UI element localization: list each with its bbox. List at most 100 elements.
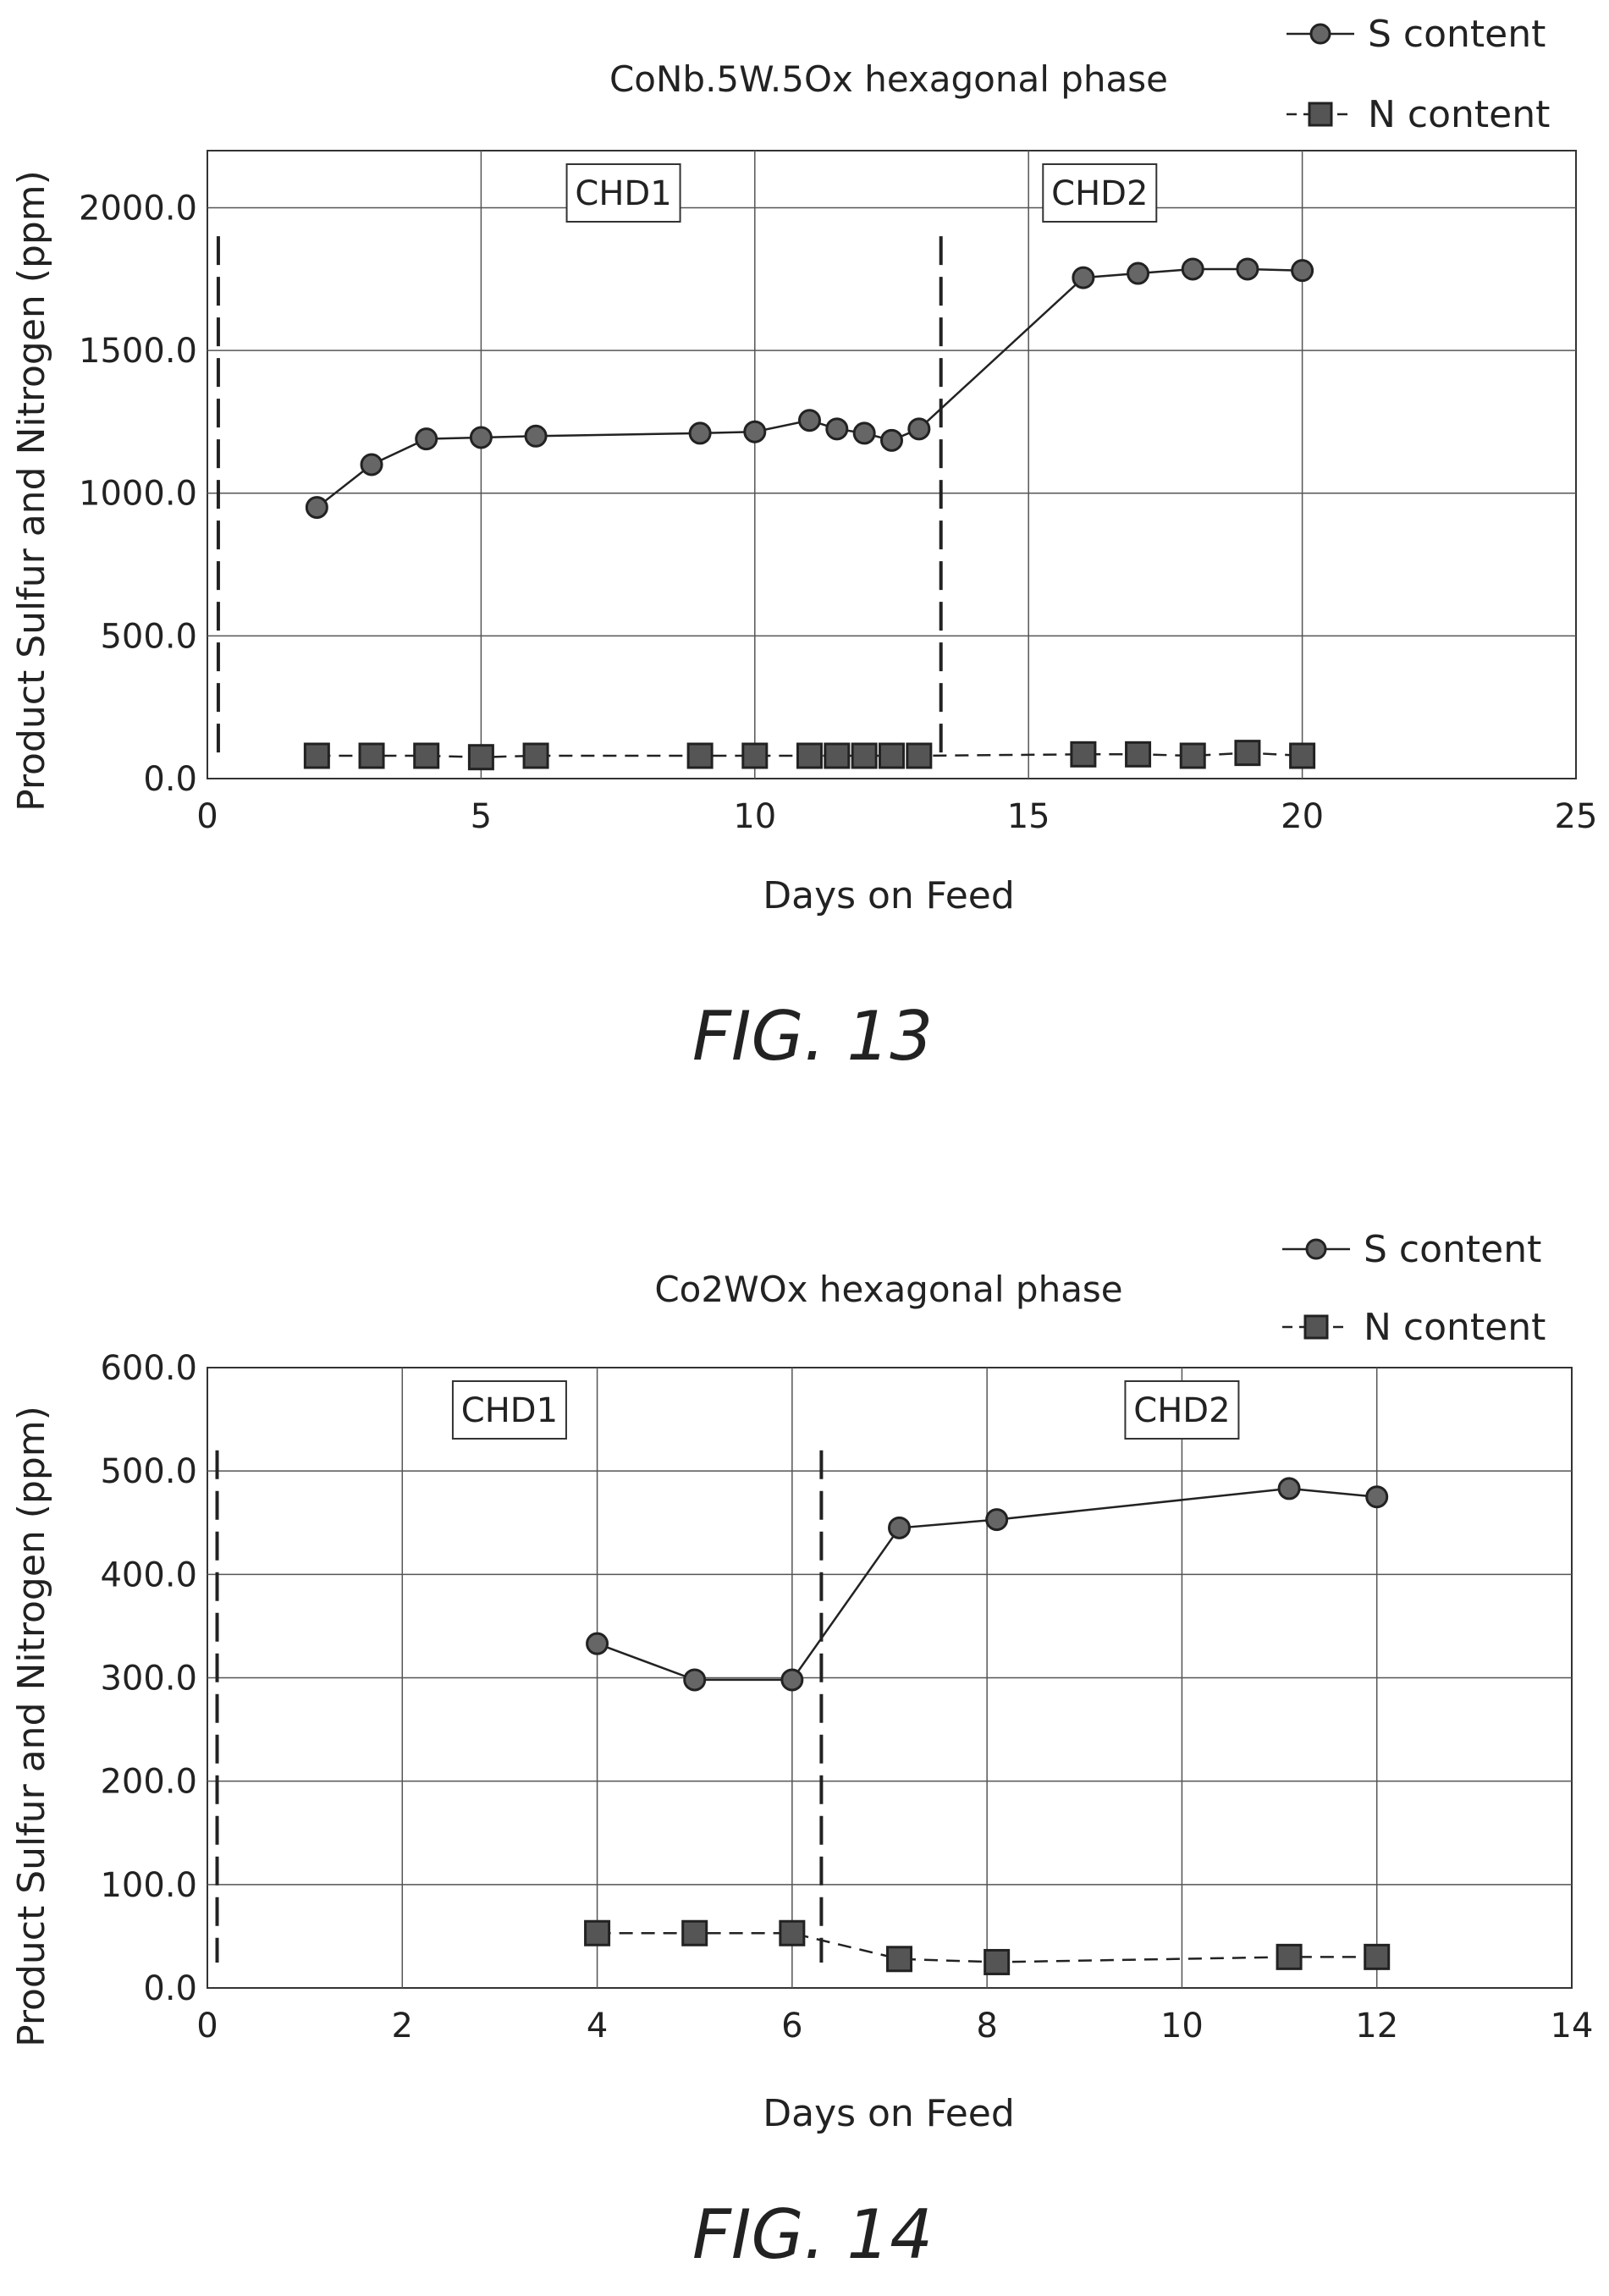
x-tick-label: 20 bbox=[1281, 797, 1324, 836]
figure-13: CoNb.5W.5Ox hexagonal phase 0 5 10 15 20 25 0.… bbox=[0, 0, 1609, 1100]
legend-marker-circle bbox=[1309, 23, 1331, 45]
n-content-point bbox=[1289, 742, 1316, 769]
legend-marker-square bbox=[1308, 102, 1333, 127]
legend-label: N content bbox=[1364, 1306, 1546, 1349]
legend-label: N content bbox=[1368, 93, 1550, 136]
n-content-point bbox=[1179, 742, 1206, 769]
figure-14: Co2WOx hexagonal phase 0 2 4 6 8 10 12 14 0.0 100… bbox=[0, 1202, 1609, 2293]
s-content-point bbox=[415, 427, 438, 451]
n-content-point bbox=[741, 742, 769, 769]
s-content-point bbox=[825, 417, 849, 441]
s-content-point bbox=[852, 421, 876, 445]
s-content-point bbox=[1365, 1485, 1389, 1509]
legend-label: S content bbox=[1368, 13, 1546, 56]
n-content-point bbox=[879, 742, 905, 769]
x-axis-label: Days on Feed bbox=[763, 2092, 1015, 2135]
x-tick-label: 10 bbox=[1160, 2007, 1204, 2045]
s-content-point bbox=[1127, 262, 1150, 285]
y-tick-label: 200.0 bbox=[100, 1763, 197, 1802]
region-label-box bbox=[565, 163, 681, 223]
n-content-point bbox=[824, 742, 851, 769]
n-content-point bbox=[906, 742, 933, 769]
n-content-point bbox=[1364, 1943, 1391, 1970]
s-content-point bbox=[360, 453, 383, 476]
s-content-point bbox=[1181, 257, 1204, 281]
chart-13: CoNb.5W.5Ox hexagonal phase 0 5 10 15 20 25 0.… bbox=[10, 13, 1598, 1076]
x-tick-label: 10 bbox=[733, 797, 776, 836]
n-content-point bbox=[1070, 741, 1097, 768]
x-tick-label: 0 bbox=[196, 2007, 218, 2045]
x-tick-label: 5 bbox=[471, 797, 492, 836]
y-tick-label: 600.0 bbox=[100, 1349, 197, 1388]
n-content-point bbox=[303, 742, 330, 769]
y-tick-label: 0.0 bbox=[143, 1969, 197, 2008]
x-tick-label: 2 bbox=[392, 2007, 413, 2045]
legend-label: S content bbox=[1364, 1228, 1541, 1271]
region-label-chd2: CHD2 bbox=[1133, 1391, 1230, 1430]
n-content-point bbox=[584, 1919, 611, 1946]
x-tick-label: 4 bbox=[587, 2007, 608, 2045]
x-tick-label: 6 bbox=[781, 2007, 802, 2045]
s-content-point bbox=[469, 426, 493, 449]
x-tick-label: 12 bbox=[1355, 2007, 1398, 2045]
n-content-point bbox=[796, 742, 823, 769]
s-content-point bbox=[797, 409, 821, 432]
s-content-point bbox=[1072, 266, 1095, 289]
series-line-s-content bbox=[316, 267, 1303, 509]
region-label-chd2: CHD2 bbox=[1051, 174, 1148, 213]
y-tick-label: 500.0 bbox=[100, 617, 197, 656]
n-content-point bbox=[522, 742, 549, 769]
s-content-point bbox=[888, 1516, 912, 1539]
s-content-point bbox=[985, 1508, 1009, 1532]
y-axis-label: Product Sulfur and Nitrogen (ppm) bbox=[10, 170, 53, 812]
n-content-point bbox=[886, 1946, 913, 1973]
x-tick-label: 25 bbox=[1555, 797, 1598, 836]
y-tick-label: 100.0 bbox=[100, 1866, 197, 1905]
x-tick-label: 8 bbox=[976, 2007, 997, 2045]
x-tick-label: 15 bbox=[1007, 797, 1050, 836]
s-content-point bbox=[1291, 259, 1314, 283]
n-content-point bbox=[1276, 1943, 1303, 1970]
chart-title: Co2WOx hexagonal phase bbox=[654, 1269, 1122, 1310]
chart-14: Co2WOx hexagonal phase 0 2 4 6 8 10 12 14 0.0 100… bbox=[10, 1228, 1593, 2274]
y-tick-label: 0.0 bbox=[143, 760, 197, 799]
figure-caption: FIG. 13 bbox=[692, 997, 933, 1076]
y-axis-label: Product Sulfur and Nitrogen (ppm) bbox=[10, 1406, 53, 2047]
y-tick-label: 500.0 bbox=[100, 1452, 197, 1491]
s-content-point bbox=[1236, 257, 1259, 281]
n-content-point bbox=[1125, 741, 1152, 768]
s-content-point bbox=[524, 424, 548, 448]
n-content-point bbox=[467, 744, 494, 771]
region-label-box bbox=[1124, 1380, 1240, 1440]
s-content-point bbox=[743, 420, 767, 443]
n-content-point bbox=[413, 742, 440, 769]
y-tick-label: 2000.0 bbox=[79, 189, 197, 228]
n-content-point bbox=[686, 742, 714, 769]
legend-marker-circle bbox=[1305, 1238, 1327, 1260]
s-content-point bbox=[586, 1632, 609, 1655]
n-content-point bbox=[984, 1948, 1011, 1975]
x-axis-label: Days on Feed bbox=[763, 874, 1015, 917]
n-content-point bbox=[851, 742, 878, 769]
y-tick-label: 1000.0 bbox=[79, 475, 197, 514]
s-content-point bbox=[683, 1668, 707, 1692]
figure-caption: FIG. 14 bbox=[692, 2195, 933, 2274]
plot-frame bbox=[207, 150, 1577, 779]
y-tick-label: 400.0 bbox=[100, 1555, 197, 1594]
y-tick-label: 1500.0 bbox=[79, 332, 197, 371]
n-content-point bbox=[358, 742, 385, 769]
region-label-box bbox=[451, 1380, 567, 1440]
chart-title: CoNb.5W.5Ox hexagonal phase bbox=[609, 58, 1168, 100]
x-tick-label: 0 bbox=[196, 797, 218, 836]
y-tick-label: 300.0 bbox=[100, 1660, 197, 1699]
n-content-point bbox=[779, 1919, 806, 1946]
s-content-point bbox=[688, 421, 712, 445]
region-label-box bbox=[1042, 163, 1158, 223]
series-line-n-content bbox=[317, 752, 1303, 758]
n-content-point bbox=[1234, 740, 1261, 767]
s-content-point bbox=[305, 496, 328, 520]
s-content-point bbox=[880, 428, 903, 452]
s-content-point bbox=[1277, 1477, 1301, 1500]
legend-marker-square bbox=[1303, 1314, 1329, 1340]
n-content-point bbox=[681, 1919, 708, 1946]
